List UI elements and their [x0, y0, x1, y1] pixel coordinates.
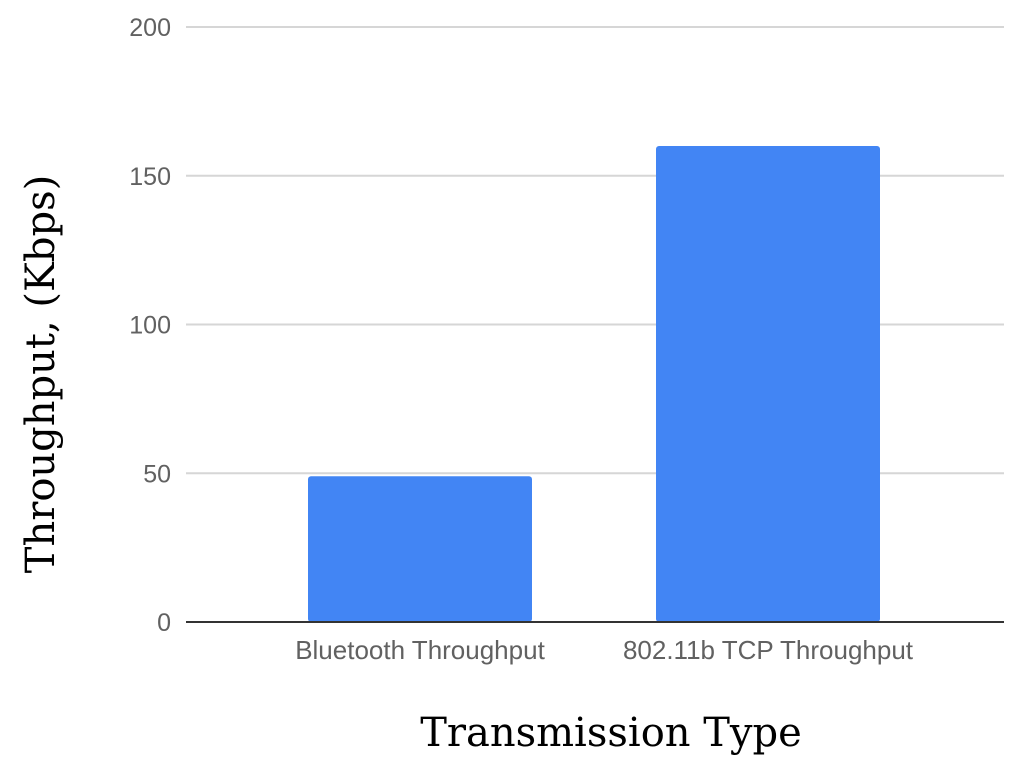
- x-category-label: 802.11b TCP Throughput: [623, 635, 914, 665]
- y-axis-ticks: 0 50 100 150 200: [129, 14, 171, 637]
- bars: [308, 146, 880, 622]
- gridlines: [186, 26, 1004, 475]
- y-tick-label: 0: [157, 609, 171, 637]
- x-axis-title: Transmission Type: [420, 710, 802, 756]
- y-tick-label: 200: [129, 14, 171, 42]
- y-tick-label: 150: [129, 163, 171, 191]
- x-category-label: Bluetooth Throughput: [295, 635, 545, 665]
- x-axis-categories: Bluetooth Throughput 802.11b TCP Throughp…: [295, 635, 914, 665]
- bar-1: [656, 146, 880, 622]
- y-tick-label: 50: [143, 460, 171, 488]
- bar-0: [308, 476, 532, 622]
- y-tick-label: 100: [129, 312, 171, 340]
- y-axis-title: Throughput, (Kbps): [18, 175, 64, 573]
